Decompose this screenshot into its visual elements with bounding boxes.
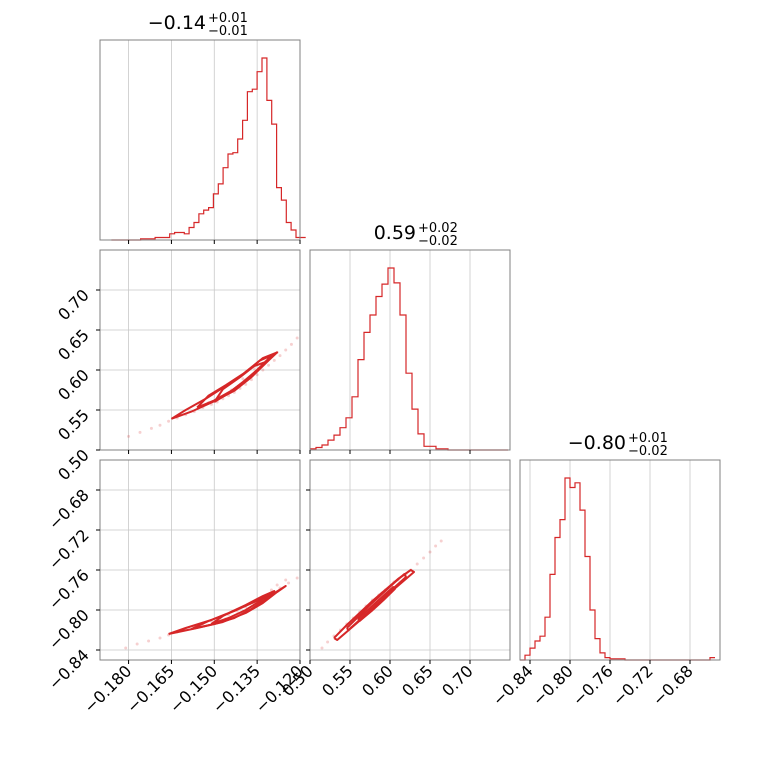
histogram-param-1: [310, 267, 508, 451]
y-tick-label-r1-2: 0.60: [54, 365, 93, 404]
x-tick-label-c2-3: −0.72: [609, 661, 657, 709]
panel-frame-r1c1: [309, 249, 511, 451]
panel-title-minus-1: −0.02: [418, 234, 458, 249]
contour-r2c0-2: [210, 593, 270, 625]
panel-title-value-1: 0.59: [374, 222, 416, 244]
y-tick-label-r2-1: −0.80: [45, 605, 93, 653]
scatter-point-r2c1-16: [422, 556, 426, 560]
scatter-point-r1c0-24: [295, 336, 299, 340]
scatter-point-r1c0-3: [158, 423, 162, 427]
x-tick-label-c2-4: −0.68: [649, 661, 697, 709]
scatter-point-r2c0-22: [275, 583, 279, 587]
panel-frame-r2c1: [309, 459, 511, 661]
panel-title-value-2: −0.80: [568, 432, 626, 454]
scatter-point-r1c0-22: [284, 348, 288, 352]
scatter-point-r2c0-2: [147, 639, 151, 643]
scatter-point-r1c0-20: [272, 358, 276, 362]
scatter-point-r1c0-4: [167, 419, 171, 423]
panel-title-minus-0: −0.01: [208, 24, 248, 39]
y-tick-label-r1-4: 0.70: [54, 285, 93, 324]
contour-r2c1-2: [357, 586, 396, 622]
scatter-point-r1c0-15: [244, 382, 248, 386]
scatter-point-r2c1-0: [320, 646, 324, 650]
scatter-point-r2c0-1: [135, 642, 139, 646]
panel-frame-r1c0: [99, 249, 301, 451]
scatter-point-r2c1-19: [439, 539, 443, 543]
scatter-point-r1c0-18: [261, 368, 265, 372]
scatter-point-r1c0-25: [241, 377, 245, 381]
scatter-point-r1c0-21: [278, 354, 282, 358]
panel-title-plus-2: +0.01: [628, 431, 668, 446]
x-tick-label-c2-2: −0.76: [569, 661, 617, 709]
x-tick-label-c2-0: −0.84: [489, 661, 537, 709]
panel-title-minus-2: −0.02: [628, 444, 668, 459]
scatter-point-r2c1-17: [428, 550, 432, 554]
x-tick-label-c1-2: 0.60: [358, 661, 397, 700]
histogram-param-2: [520, 477, 715, 661]
scatter-point-r2c1-1: [326, 640, 330, 644]
x-tick-label-c1-1: 0.55: [318, 661, 357, 700]
x-tick-label-c1-3: 0.65: [398, 661, 437, 700]
scatter-point-r2c1-18: [434, 544, 438, 548]
scatter-point-r2c1-15: [415, 562, 419, 566]
scatter-point-r1c0-17: [255, 373, 259, 377]
panel-frame-r0c0: [99, 39, 301, 241]
histogram-param-0: [111, 57, 306, 241]
scatter-point-r1c0-0: [127, 434, 131, 438]
scatter-point-r1c0-23: [289, 342, 293, 346]
scatter-point-r2c0-0: [124, 646, 128, 650]
x-tick-label-c1-4: 0.70: [438, 661, 477, 700]
scatter-point-r2c0-23: [284, 578, 288, 582]
y-tick-label-r2-3: −0.72: [45, 525, 93, 573]
scatter-point-r2c0-19: [295, 576, 299, 580]
x-tick-label-c2-1: −0.80: [529, 661, 577, 709]
scatter-point-r2c0-3: [158, 636, 162, 640]
y-tick-label-r2-2: −0.76: [45, 565, 93, 613]
y-tick-label-r2-0: −0.84: [45, 645, 93, 693]
scatter-point-r2c0-21: [269, 588, 273, 592]
panel-title-plus-0: +0.01: [208, 11, 248, 26]
y-tick-label-r1-1: 0.55: [54, 405, 93, 444]
scatter-point-r2c0-18: [287, 581, 291, 585]
panel-title-plus-1: +0.02: [418, 221, 458, 236]
panel-frame-r2c2: [519, 459, 721, 661]
contour-r1c0-2: [213, 361, 267, 403]
y-tick-label-r1-3: 0.65: [54, 325, 93, 364]
scatter-point-r1c0-2: [149, 426, 153, 430]
y-tick-label-r1-0: 0.50: [54, 445, 93, 484]
scatter-point-r1c0-1: [138, 430, 142, 434]
y-tick-label-r2-4: −0.68: [45, 485, 93, 533]
panel-frame-r2c0: [99, 459, 301, 661]
panel-title-value-0: −0.14: [148, 12, 206, 34]
scatter-point-r1c0-19: [267, 363, 271, 367]
